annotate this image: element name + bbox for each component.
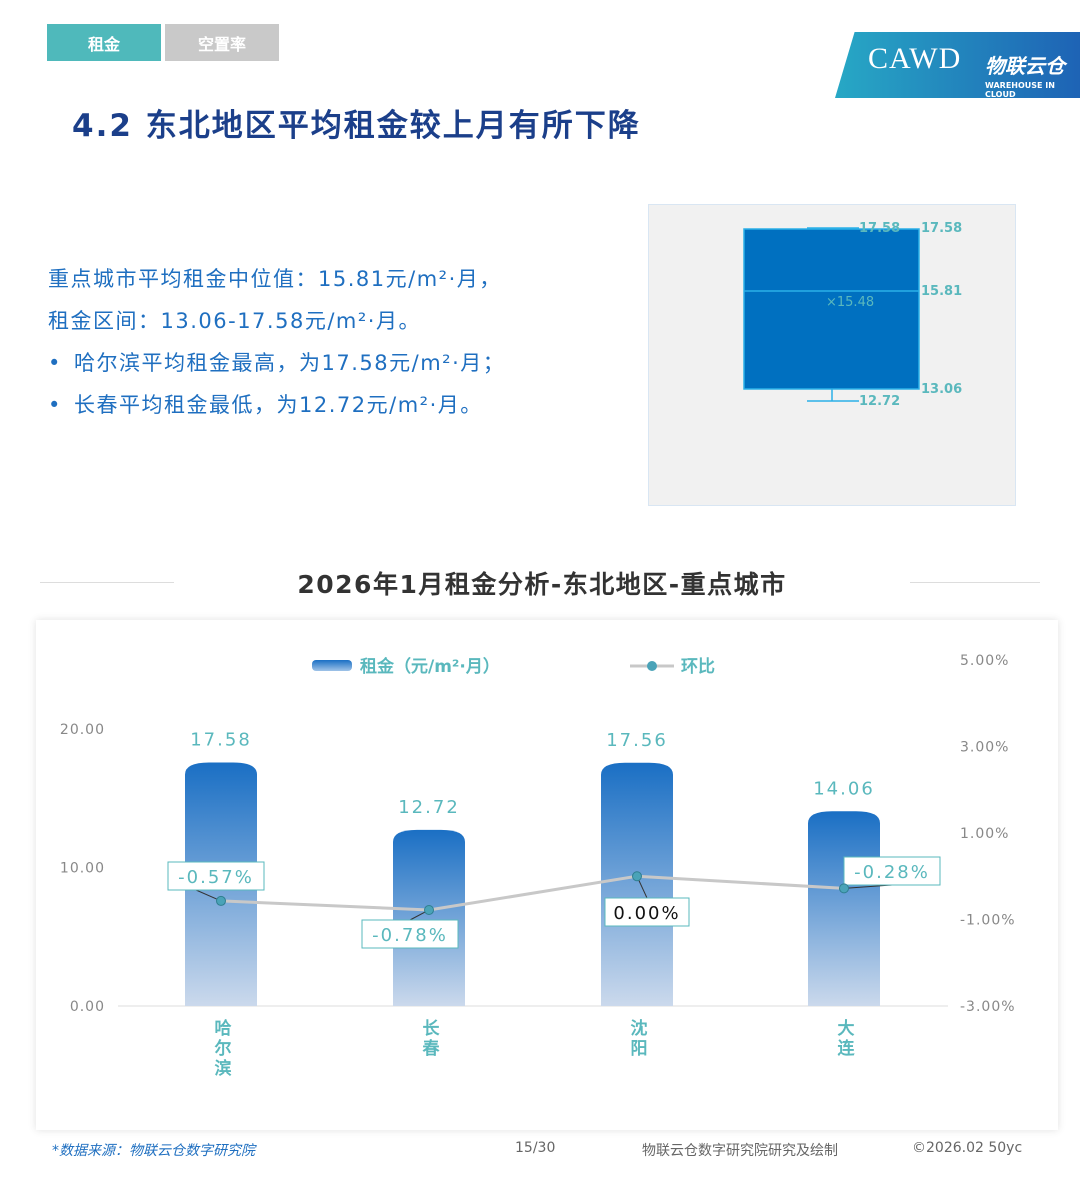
legend-bar-swatch [312, 660, 352, 671]
box-min-label: 12.72 [859, 394, 901, 409]
y-left-tick: 20.00 [60, 722, 105, 738]
desc-line: 租金区间：13.06-17.58元/m²·月。 [48, 309, 421, 333]
y-right-tick: -1.00% [960, 913, 1016, 929]
logo-en: WAREHOUSE IN CLOUD [985, 81, 1055, 99]
x-tick-label: 长春 [423, 1018, 441, 1059]
copyright: ©2026.02 50yc [912, 1140, 1023, 1156]
bullet-text: 哈尔滨平均租金最高，为17.58元/m²·月； [74, 351, 506, 375]
tab-vacancy[interactable]: 空置率 [165, 24, 279, 61]
legend-bar-label: 租金（元/m²·月） [360, 656, 500, 677]
y-right-tick: 5.00% [960, 653, 1009, 669]
bar-value-label: 17.56 [606, 730, 668, 751]
box-q1-label: 13.06 [921, 382, 963, 397]
chart-title: 2026年1月租金分析-东北地区-重点城市 [174, 562, 910, 608]
legend-line-label: 环比 [681, 656, 715, 677]
description: 重点城市平均租金中位值：15.81元/m²·月， 租金区间：13.06-17.5… [48, 258, 505, 426]
mom-point [216, 895, 226, 906]
logo-cn: 物联云仓 [985, 54, 1065, 78]
logo: CAWD 物联云仓 WAREHOUSE IN CLOUD [835, 32, 1080, 98]
bullet-item: • 哈尔滨平均租金最高，为17.58元/m²·月； [48, 351, 506, 375]
mom-label: 0.00% [613, 903, 680, 924]
mom-line [220, 874, 845, 912]
data-source: *数据来源：物联云仓数字研究院 [52, 1143, 255, 1159]
y-left-tick: 10.00 [60, 861, 105, 877]
mom-label: -0.28% [854, 862, 930, 883]
x-tick-label: 哈尔滨 [215, 1018, 232, 1079]
bullet-text: 长春平均租金最低，为12.72元/m²·月。 [74, 393, 483, 417]
logo-cawd: CAWD [868, 42, 962, 75]
bar [601, 762, 673, 1006]
bar-value-label: 14.06 [813, 778, 875, 799]
bar [808, 811, 880, 1006]
mom-label: -0.78% [372, 925, 448, 946]
mom-label-box [167, 861, 265, 891]
mom-point [424, 904, 434, 915]
box-median-label: 15.81 [921, 284, 963, 299]
y-right-tick: 1.00% [960, 826, 1009, 842]
x-tick-label: 沈阳 [631, 1018, 648, 1059]
bar-value-label: 17.58 [190, 730, 252, 751]
page-title: 4.2 东北地区平均租金较上月有所下降 [72, 108, 641, 144]
credit: 物联云仓数字研究院研究及绘制 [642, 1143, 838, 1159]
y-left-tick: 0.00 [70, 999, 105, 1015]
mom-label-box [361, 919, 459, 949]
bullet-item: • 长春平均租金最低，为12.72元/m²·月。 [48, 393, 483, 417]
callout-leader [843, 884, 893, 889]
box-plot: 17.58 17.58 15.81 ×15.48 13.06 12.72 [648, 204, 1016, 506]
box-max-label: 17.58 [859, 221, 901, 236]
x-tick-label: 大连 [838, 1018, 856, 1059]
mom-label-box [843, 856, 941, 886]
box-q3-label: 17.58 [921, 221, 963, 236]
mom-point [632, 871, 642, 882]
y-right-tick: 3.00% [960, 740, 1009, 756]
bar [393, 829, 465, 1006]
mom-label: -0.57% [178, 867, 254, 888]
mom-point [839, 883, 849, 894]
bar-value-label: 12.72 [398, 797, 460, 818]
box-mean-label: ×15.48 [826, 295, 875, 310]
tab-rent[interactable]: 租金 [47, 24, 161, 61]
y-right-tick: -3.00% [960, 999, 1016, 1015]
desc-line: 重点城市平均租金中位值：15.81元/m²·月， [48, 267, 502, 291]
page-number: 15/30 [515, 1140, 556, 1156]
mom-label-box [604, 897, 690, 927]
legend-line-marker [647, 661, 657, 671]
